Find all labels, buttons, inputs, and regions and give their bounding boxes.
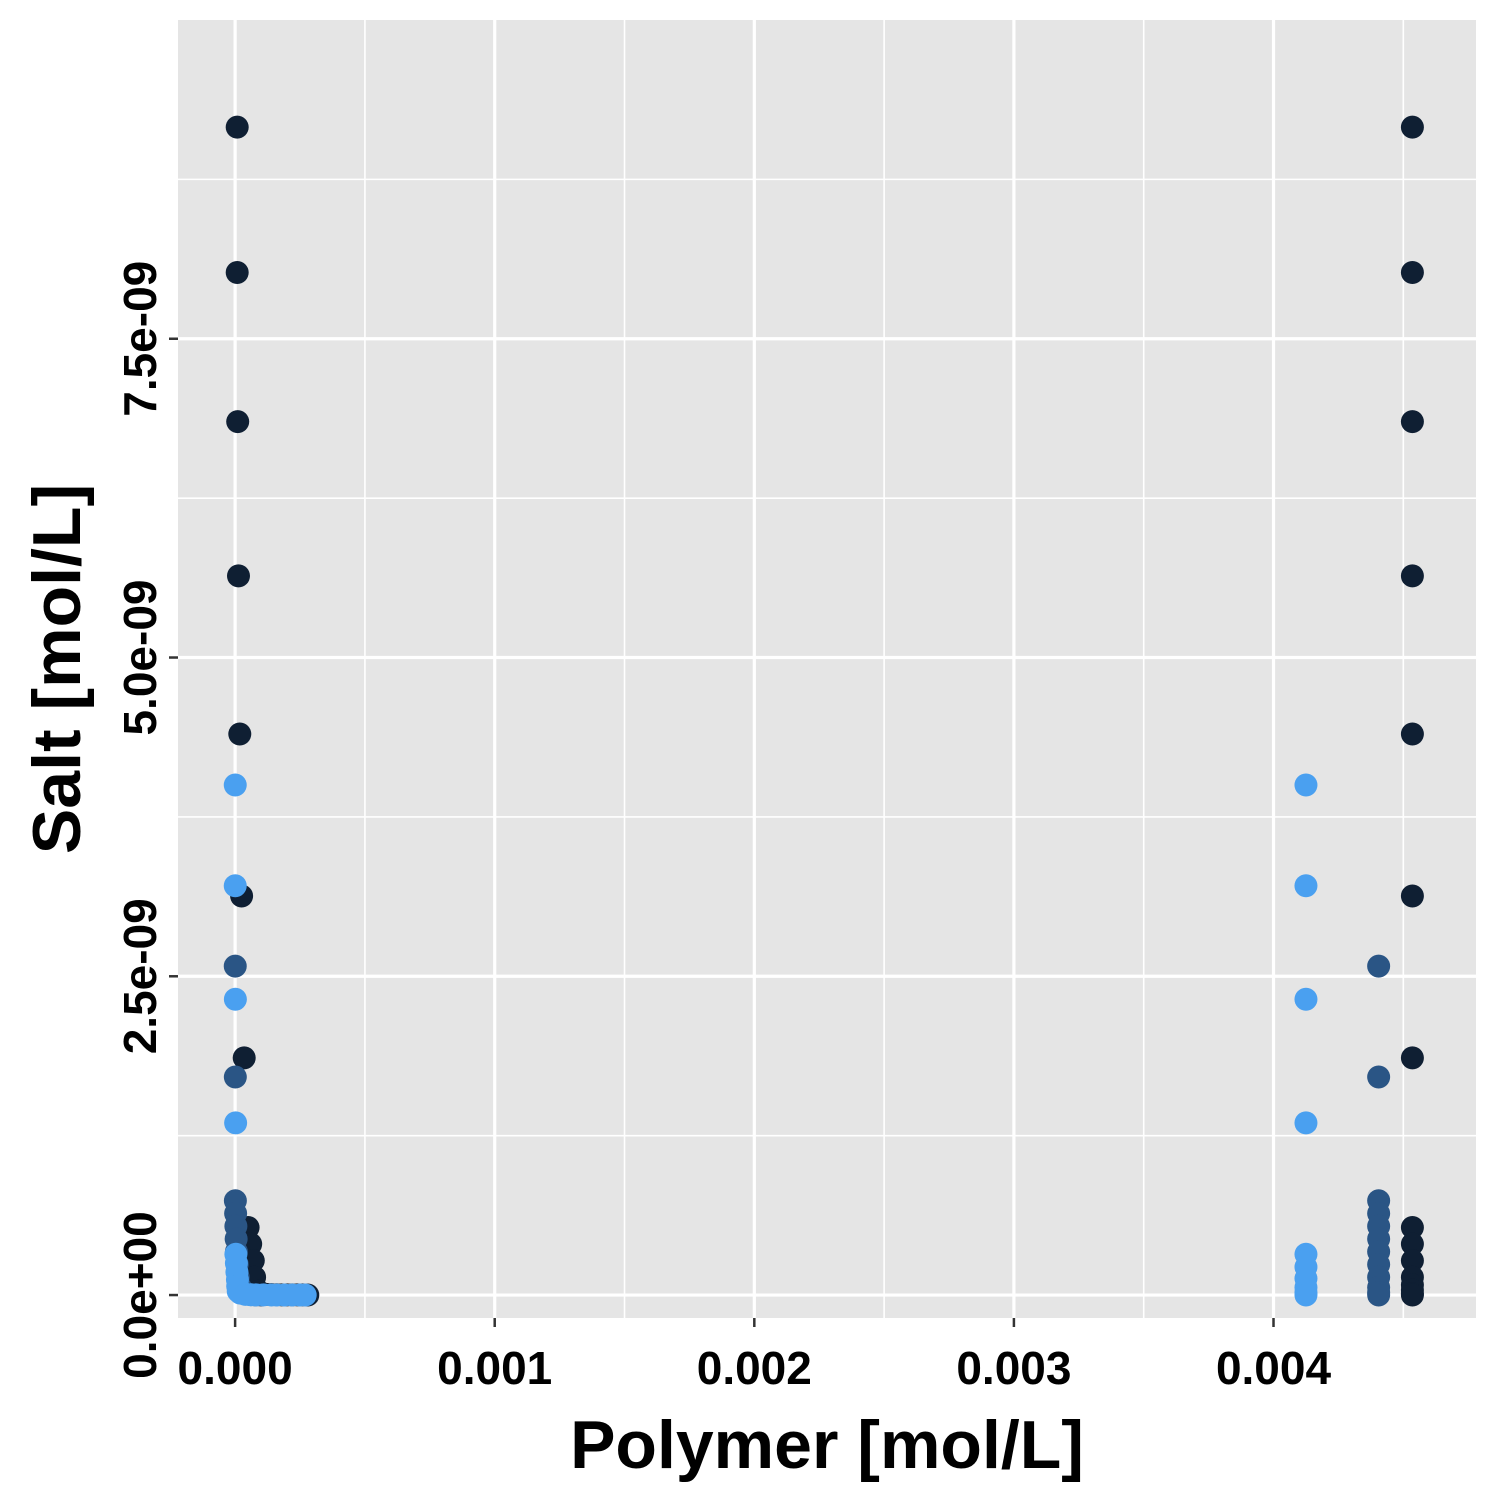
data-point — [1400, 1232, 1424, 1256]
data-point — [1294, 1111, 1318, 1135]
data-point — [226, 410, 250, 434]
data-point — [223, 987, 247, 1011]
data-point — [1400, 884, 1424, 908]
data-point — [1367, 1065, 1391, 1089]
data-point — [1294, 874, 1318, 898]
data-point — [1400, 722, 1424, 746]
y-tick-label: 2.5e-09 — [114, 898, 166, 1054]
data-point — [1400, 410, 1424, 434]
x-tick-label: 0.002 — [697, 1342, 812, 1394]
data-point — [225, 260, 249, 284]
y-tick-label: 0.0e+00 — [114, 1211, 166, 1379]
data-point — [1294, 773, 1318, 797]
data-point — [1367, 954, 1391, 978]
x-tick-label: 0.001 — [437, 1342, 552, 1394]
data-point — [293, 1283, 317, 1307]
data-point — [224, 1111, 248, 1135]
x-axis: 0.000 0.001 0.002 0.003 0.004 — [178, 1318, 1332, 1394]
data-point — [223, 1065, 247, 1089]
data-point — [223, 874, 247, 898]
x-tick-label: 0.004 — [1216, 1342, 1332, 1394]
y-tick-label: 7.5e-09 — [114, 261, 166, 417]
x-axis-title: Polymer [mol/L] — [570, 1407, 1084, 1483]
data-points — [223, 115, 1424, 1307]
data-point — [1294, 987, 1318, 1011]
data-point — [1400, 1215, 1424, 1239]
data-point — [1400, 1046, 1424, 1070]
x-tick-label: 0.003 — [956, 1342, 1071, 1394]
data-point — [225, 115, 249, 139]
data-point — [223, 773, 247, 797]
data-point — [226, 564, 250, 588]
data-point — [1400, 564, 1424, 588]
y-axis-title: Salt [mol/L] — [19, 484, 95, 854]
data-point — [1400, 260, 1424, 284]
y-tick-label: 5.0e-09 — [114, 580, 166, 736]
x-tick-label: 0.000 — [178, 1342, 293, 1394]
panel-background — [178, 20, 1476, 1318]
major-gridlines — [178, 20, 1476, 1318]
data-point — [1400, 1249, 1424, 1273]
data-point — [1400, 1283, 1424, 1307]
data-point — [1367, 1283, 1391, 1307]
data-point — [223, 954, 247, 978]
minor-gridlines — [178, 20, 1476, 1318]
data-point — [228, 722, 252, 746]
data-point — [232, 1046, 256, 1070]
data-point — [1294, 1283, 1318, 1307]
data-point — [1400, 115, 1424, 139]
y-axis: 0.0e+00 2.5e-09 5.0e-09 7.5e-09 — [114, 261, 178, 1379]
